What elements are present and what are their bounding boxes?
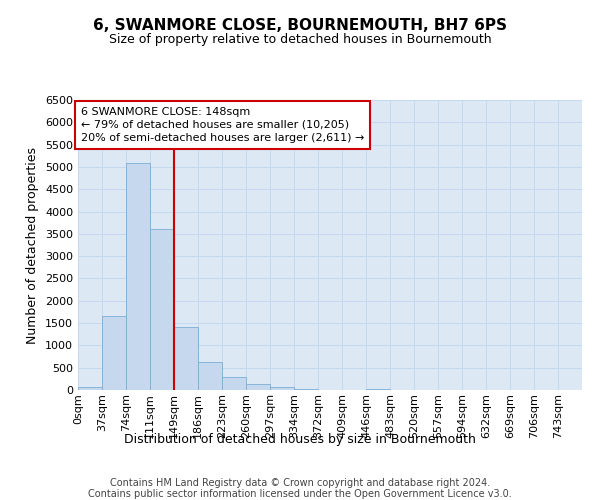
- Text: Size of property relative to detached houses in Bournemouth: Size of property relative to detached ho…: [109, 32, 491, 46]
- Y-axis label: Number of detached properties: Number of detached properties: [26, 146, 40, 344]
- Bar: [294, 389, 318, 390]
- Bar: [198, 362, 222, 390]
- Bar: [102, 316, 126, 390]
- Bar: [270, 388, 294, 390]
- Bar: [366, 388, 390, 390]
- Bar: [222, 377, 246, 390]
- Bar: [78, 388, 102, 390]
- Bar: [126, 164, 150, 390]
- Text: Contains HM Land Registry data © Crown copyright and database right 2024.: Contains HM Land Registry data © Crown c…: [110, 478, 490, 488]
- Text: 6, SWANMORE CLOSE, BOURNEMOUTH, BH7 6PS: 6, SWANMORE CLOSE, BOURNEMOUTH, BH7 6PS: [93, 18, 507, 32]
- Bar: [174, 326, 198, 390]
- Text: Distribution of detached houses by size in Bournemouth: Distribution of detached houses by size …: [124, 432, 476, 446]
- Text: Contains public sector information licensed under the Open Government Licence v3: Contains public sector information licen…: [88, 489, 512, 499]
- Text: 6 SWANMORE CLOSE: 148sqm
← 79% of detached houses are smaller (10,205)
20% of se: 6 SWANMORE CLOSE: 148sqm ← 79% of detach…: [81, 106, 364, 143]
- Bar: [246, 384, 270, 390]
- Bar: [150, 230, 174, 390]
